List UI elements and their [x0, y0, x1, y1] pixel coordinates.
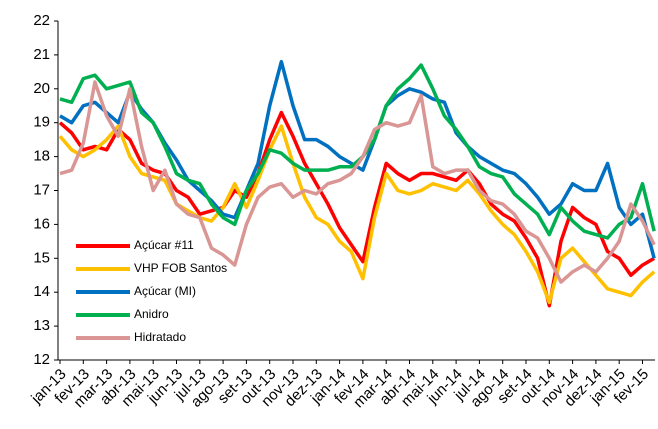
y-tick-label: 20 — [33, 80, 50, 97]
legend-label: VHP FOB Santos — [134, 261, 227, 275]
y-tick-label: 13 — [33, 317, 50, 334]
y-tick-label: 15 — [33, 249, 50, 266]
legend-label: Açúcar #11 — [134, 238, 194, 252]
series-line — [59, 63, 656, 240]
legend-label: Açúcar (MI) — [134, 284, 196, 298]
y-tick-label: 12 — [33, 351, 50, 368]
y-tick-label: 21 — [33, 46, 50, 63]
legend-label: Hidratado — [134, 330, 186, 344]
y-tick-label: 18 — [33, 148, 50, 165]
y-tick-label: 17 — [33, 181, 50, 198]
legend-label: Anidro — [134, 307, 169, 321]
y-tick-label: 14 — [33, 283, 50, 300]
series-line — [59, 80, 656, 284]
y-tick-label: 19 — [33, 114, 50, 131]
y-tick-label: 22 — [33, 12, 50, 29]
y-tick-label: 16 — [33, 215, 50, 232]
